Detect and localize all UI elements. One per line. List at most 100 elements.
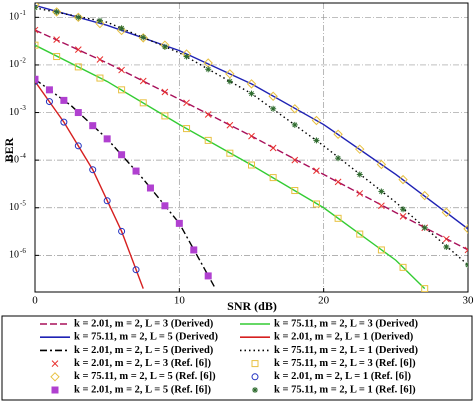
marker-stroke	[465, 262, 468, 266]
marker-shape	[251, 373, 259, 381]
marker-shape	[118, 86, 126, 94]
marker-stroke	[161, 88, 169, 96]
marker	[35, 41, 39, 49]
marker-shape	[103, 197, 111, 205]
marker-stroke	[74, 46, 82, 53]
marker-shape	[251, 360, 259, 368]
marker	[51, 7, 62, 17]
marker-stroke	[226, 121, 234, 129]
marker	[132, 167, 140, 175]
marker	[399, 212, 407, 220]
marker	[419, 190, 430, 201]
marker	[421, 285, 429, 292]
marker	[313, 167, 320, 175]
marker-stroke	[51, 360, 59, 367]
marker	[53, 53, 61, 61]
marker-stroke	[356, 190, 364, 197]
marker-shape	[248, 161, 255, 169]
marker-shape	[204, 272, 212, 280]
marker	[132, 266, 140, 274]
legend-label: k = 75.11, m = 2, L = 1 (Ref. [6])	[274, 384, 416, 395]
marker-stroke	[357, 172, 363, 177]
marker	[175, 219, 183, 227]
marker-shape	[35, 75, 39, 83]
marker-stroke	[162, 44, 168, 50]
marker	[398, 174, 408, 185]
marker	[118, 66, 125, 74]
marker-shape	[51, 7, 62, 17]
marker-stroke	[442, 235, 450, 243]
marker	[183, 53, 190, 60]
marker-stroke	[400, 206, 406, 212]
marker-shape	[463, 224, 468, 234]
marker	[138, 33, 148, 43]
y-tick-label: 10	[9, 12, 19, 23]
marker-shape	[103, 135, 111, 143]
y-tick-label: 10	[9, 107, 19, 118]
marker	[53, 8, 60, 15]
marker-shape	[268, 91, 278, 101]
marker-stroke	[184, 54, 190, 60]
marker	[291, 121, 298, 128]
marker-stroke	[291, 156, 299, 164]
marker	[35, 26, 39, 34]
marker-shape	[290, 104, 300, 114]
marker-shape	[51, 386, 59, 394]
marker	[74, 46, 82, 53]
marker-shape	[377, 246, 385, 254]
marker	[50, 372, 60, 382]
marker-stroke	[248, 132, 255, 140]
marker	[463, 224, 468, 234]
marker	[335, 155, 342, 162]
marker	[378, 202, 385, 210]
marker	[226, 149, 234, 157]
marker	[313, 137, 320, 144]
marker-shape	[118, 227, 126, 235]
marker-shape	[376, 159, 387, 170]
marker-shape	[74, 63, 82, 71]
marker	[312, 200, 320, 208]
series-line	[35, 44, 426, 290]
marker	[377, 246, 385, 254]
marker-shape	[50, 372, 60, 382]
marker	[311, 115, 322, 126]
marker-stroke	[35, 26, 39, 31]
marker-stroke	[140, 34, 146, 40]
y-tick-label: 10	[9, 250, 19, 261]
marker	[442, 235, 450, 243]
marker-shape	[146, 184, 154, 192]
marker	[248, 132, 255, 140]
marker	[356, 171, 363, 178]
marker-stroke	[269, 144, 277, 152]
legend-box	[1, 315, 473, 401]
marker	[399, 263, 407, 271]
marker	[103, 197, 111, 205]
legend-item: k = 2.01, m = 2, L = 5 (Ref. [6])	[51, 384, 211, 395]
marker-shape	[74, 109, 82, 117]
marker	[248, 90, 255, 97]
marker-stroke	[54, 9, 60, 15]
series-line	[35, 78, 217, 289]
legend-item: k = 75.11, m = 2, L = 5 (Ref. [6])	[50, 371, 216, 382]
marker	[204, 111, 212, 118]
legend-label: k = 2.01, m = 2, L = 5 (Ref. [6])	[74, 384, 211, 395]
marker-stroke	[270, 106, 276, 112]
marker	[74, 109, 82, 117]
marker	[226, 121, 234, 129]
y-tick-exponent: -5	[20, 199, 26, 207]
marker-stroke	[204, 111, 212, 118]
marker-shape	[138, 33, 148, 43]
marker-shape	[355, 144, 365, 154]
marker	[161, 43, 168, 50]
marker-shape	[74, 142, 82, 150]
marker	[251, 360, 259, 368]
marker-stroke	[465, 264, 468, 268]
y-axis-label: BER	[2, 137, 16, 162]
marker	[103, 135, 111, 143]
marker-shape	[246, 79, 257, 89]
x-tick-label: 20	[318, 295, 330, 307]
marker-stroke	[422, 225, 428, 231]
marker-stroke	[183, 99, 190, 107]
marker	[268, 91, 278, 101]
